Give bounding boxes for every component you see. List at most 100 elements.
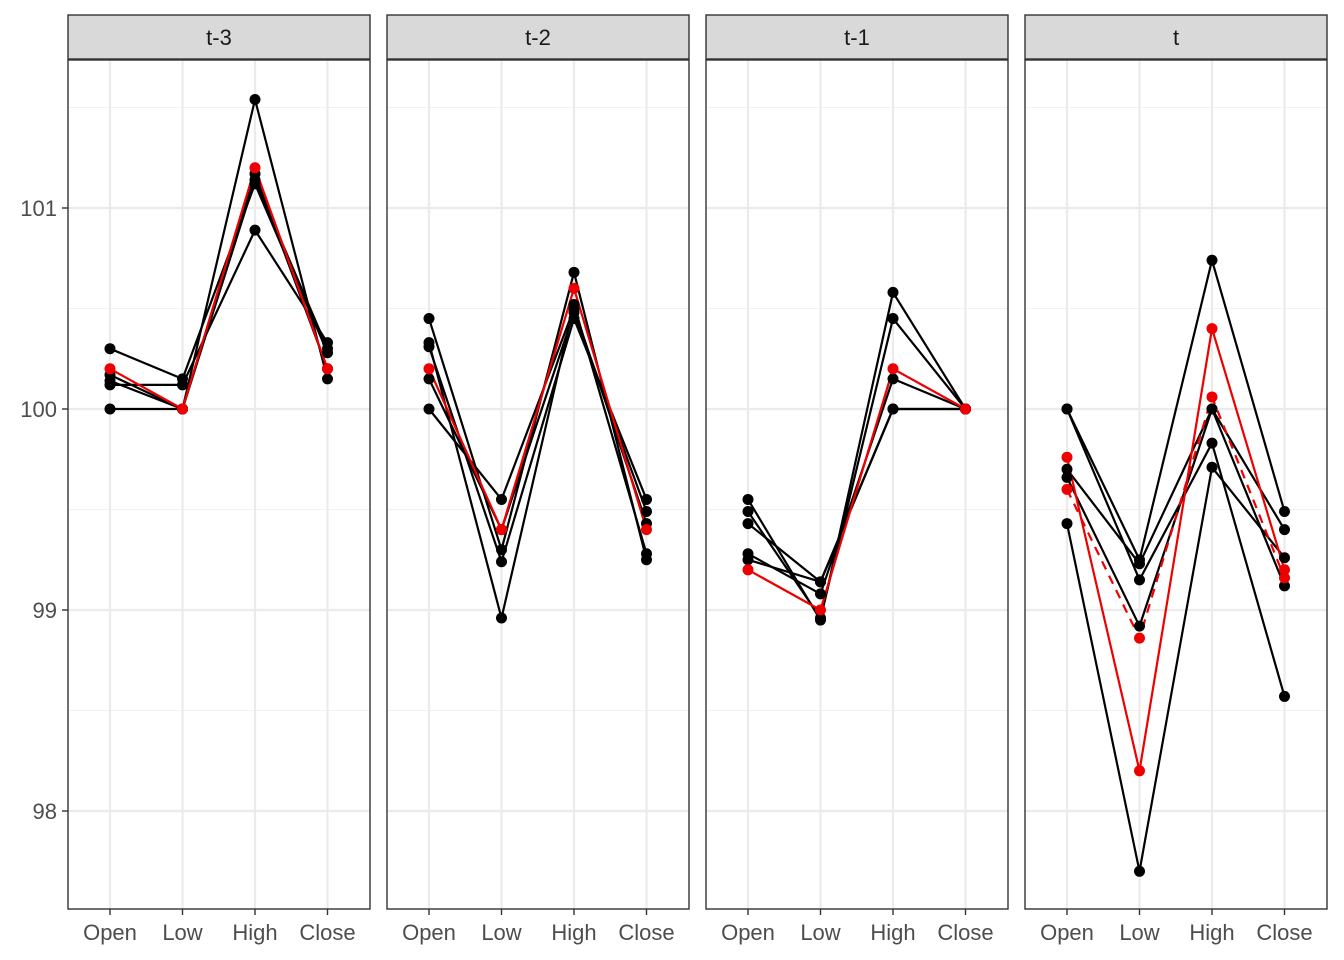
panel-t-3: t-3 Open Low High Close <box>67 14 371 945</box>
data-point-1-open <box>423 313 435 325</box>
series-line-5 <box>428 307 648 524</box>
series-line-1 <box>110 98 329 411</box>
x-tick-label: Close <box>299 920 355 945</box>
series-line-7 <box>1066 395 1286 640</box>
data-point-3-low <box>1134 865 1145 877</box>
data-point-6-high <box>1206 323 1218 335</box>
data-point-2-high <box>887 313 899 325</box>
data-point-5-high <box>568 303 580 314</box>
x-tick-label: Open <box>402 920 456 945</box>
data-point-2-low <box>1134 574 1145 586</box>
x-tick-label: Close <box>1256 920 1312 945</box>
data-point-3-low <box>177 379 188 391</box>
data-point-5-open <box>104 375 116 387</box>
data-point-1-high <box>1206 254 1218 266</box>
facet-strip <box>705 14 1009 60</box>
data-point-6-close <box>1279 564 1290 576</box>
series-line-3 <box>110 229 329 386</box>
data-point-5-high <box>1206 403 1218 415</box>
series-line-3 <box>1065 466 1286 873</box>
data-point-5-low <box>1134 620 1145 632</box>
panel-background <box>387 60 689 909</box>
data-point-5-close <box>1279 524 1290 536</box>
panel-background <box>68 60 370 909</box>
facet-strip-label: t <box>1173 25 1179 50</box>
x-tick-label: High <box>232 920 277 945</box>
data-point-5-open <box>742 554 754 566</box>
facet-strip-label: t-2 <box>525 25 551 50</box>
series-line-4 <box>1066 407 1286 587</box>
data-point-4-open <box>1061 463 1073 475</box>
data-point-5-low <box>815 576 826 588</box>
y-tick-label: 98 <box>33 799 57 824</box>
data-point-6-high <box>887 363 899 375</box>
data-point-1-low <box>496 544 507 556</box>
series-line-6 <box>427 287 648 531</box>
x-tick-label: Open <box>721 920 775 945</box>
series-line-1 <box>747 291 967 622</box>
data-point-1-high <box>887 286 899 298</box>
data-point-1-close <box>322 373 333 385</box>
x-tick-label: Open <box>83 920 137 945</box>
facet-strip <box>67 14 371 60</box>
data-point-6-close <box>960 403 971 415</box>
series-line-6 <box>1065 327 1286 772</box>
series-line-2 <box>747 317 967 620</box>
data-point-5-low <box>496 493 507 505</box>
panel-border <box>1024 59 1328 910</box>
series-line-6 <box>109 166 329 411</box>
x-tick-label: High <box>551 920 596 945</box>
data-point-6-open <box>423 363 435 375</box>
data-point-4-low <box>1134 558 1145 570</box>
data-point-2-open <box>1061 403 1073 415</box>
facet-strip <box>1024 14 1328 60</box>
data-point-1-high <box>568 266 580 278</box>
data-point-5-open <box>423 403 435 415</box>
data-point-6-low <box>815 604 826 616</box>
data-point-3-low <box>496 556 507 568</box>
data-point-3-close <box>641 493 652 505</box>
x-tick-label: Close <box>618 920 674 945</box>
data-point-6-close <box>322 363 333 375</box>
x-tick-label: High <box>870 920 915 945</box>
data-point-2-open <box>742 506 754 518</box>
data-point-6-close <box>641 524 652 536</box>
data-point-1-close <box>1279 506 1290 518</box>
data-point-7-low <box>1134 632 1145 644</box>
x-tick-label: Close <box>937 920 993 945</box>
x-tick-label: Low <box>481 920 521 945</box>
data-point-6-open <box>104 363 116 375</box>
y-tick-label: 99 <box>33 598 57 623</box>
data-point-3-close <box>1279 552 1290 564</box>
series-line-2 <box>427 303 648 620</box>
data-point-2-close <box>1279 690 1290 702</box>
data-point-4-close <box>1279 580 1290 592</box>
data-point-4-close <box>641 506 652 518</box>
data-point-5-open <box>1061 471 1073 483</box>
x-tick-label: Open <box>1040 920 1094 945</box>
series-line-5 <box>747 407 966 583</box>
facet-strip <box>386 14 690 60</box>
facet-strip-label: t-1 <box>844 25 870 50</box>
data-point-7-open <box>1061 483 1073 495</box>
x-tick-label: Low <box>1119 920 1159 945</box>
data-point-2-open <box>104 343 116 355</box>
series-line-6 <box>747 367 967 612</box>
data-point-1-open <box>104 403 116 415</box>
panel-border <box>705 59 1009 910</box>
data-point-1-open <box>742 493 754 505</box>
data-point-4-open <box>423 373 435 385</box>
panel-t: t Open Low High Close <box>1024 14 1328 945</box>
data-point-6-low <box>1134 765 1145 777</box>
y-tick-label: 101 <box>20 196 57 221</box>
data-point-5-high <box>887 403 899 415</box>
data-point-6-open <box>742 564 754 576</box>
data-point-3-open <box>1061 518 1073 530</box>
x-tick-label: Low <box>800 920 840 945</box>
panel-t-1: t-1 Open Low High Close <box>705 14 1009 945</box>
data-point-2-low <box>496 612 507 624</box>
data-point-6-high <box>249 162 261 174</box>
facet-strip-label: t-3 <box>206 25 232 50</box>
data-point-3-open <box>423 341 435 353</box>
